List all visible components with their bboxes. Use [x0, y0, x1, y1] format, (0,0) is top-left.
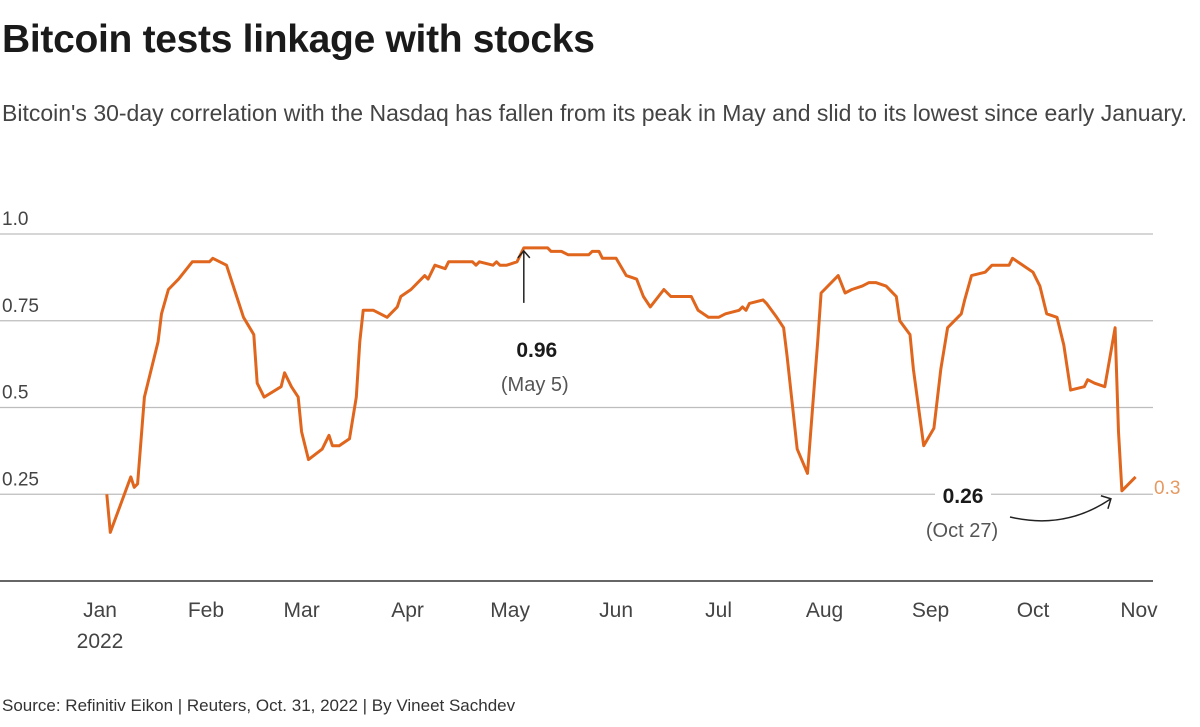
series-line: [105, 246, 1137, 534]
low-arrowhead-icon: [1100, 495, 1112, 509]
low-arrow: [1009, 498, 1112, 522]
y-tick-label: 0.75: [2, 296, 39, 317]
x-tick-label: Mar: [284, 599, 320, 622]
peak-arrowhead-icon: [517, 249, 531, 259]
y-tick-label: 0.5: [2, 383, 28, 404]
peak-date-label: (May 5): [501, 374, 569, 396]
x-tick-label: May: [490, 599, 530, 622]
end-value-label: 0.3: [1154, 478, 1180, 499]
y-tick-label: 0.25: [2, 469, 39, 490]
x-tick-label: Sep: [912, 599, 949, 622]
x-tick-label: Jan: [83, 599, 117, 622]
source-note: Source: Refinitiv Eikon | Reuters, Oct. …: [2, 696, 516, 715]
low-value-label: 0.26: [943, 485, 984, 508]
x-tick-label: Feb: [188, 599, 224, 622]
x-tick-label: Jun: [599, 599, 633, 622]
x-tick-label: Aug: [806, 599, 843, 622]
x-tick-label: Apr: [391, 599, 424, 622]
x-tick-sublabel: 2022: [77, 630, 124, 653]
x-tick-label: Oct: [1017, 599, 1050, 622]
chart-subtitle: Bitcoin's 30-day correlation with the Na…: [2, 100, 1188, 126]
peak-value-label: 0.96: [516, 339, 557, 362]
chart-title: Bitcoin tests linkage with stocks: [2, 18, 595, 61]
x-tick-label: Jul: [705, 599, 732, 622]
y-tick-label: 1.0: [2, 209, 28, 230]
low-label-background: [935, 484, 991, 508]
x-tick-label: Nov: [1120, 599, 1158, 622]
low-date-label: (Oct 27): [926, 520, 998, 542]
